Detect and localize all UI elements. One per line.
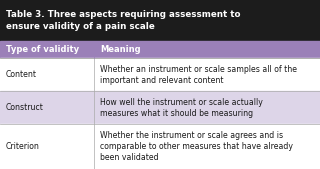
Text: How well the instrument or scale actually
measures what it should be measuring: How well the instrument or scale actuall… xyxy=(100,98,263,118)
Text: Construct: Construct xyxy=(6,103,44,112)
Text: Whether an instrument or scale samples all of the
important and relevant content: Whether an instrument or scale samples a… xyxy=(100,65,297,85)
Text: Meaning: Meaning xyxy=(100,45,141,54)
Text: Type of validity: Type of validity xyxy=(6,45,79,54)
Bar xyxy=(0,41,320,58)
Bar xyxy=(0,58,320,91)
Text: Table 3. Three aspects requiring assessment to
ensure validity of a pain scale: Table 3. Three aspects requiring assessm… xyxy=(6,10,240,31)
Bar xyxy=(0,0,320,41)
Bar xyxy=(0,91,320,124)
Text: Whether the instrument or scale agrees and is
comparable to other measures that : Whether the instrument or scale agrees a… xyxy=(100,131,293,162)
Text: Criterion: Criterion xyxy=(6,142,40,151)
Bar xyxy=(0,124,320,169)
Text: Content: Content xyxy=(6,70,37,79)
